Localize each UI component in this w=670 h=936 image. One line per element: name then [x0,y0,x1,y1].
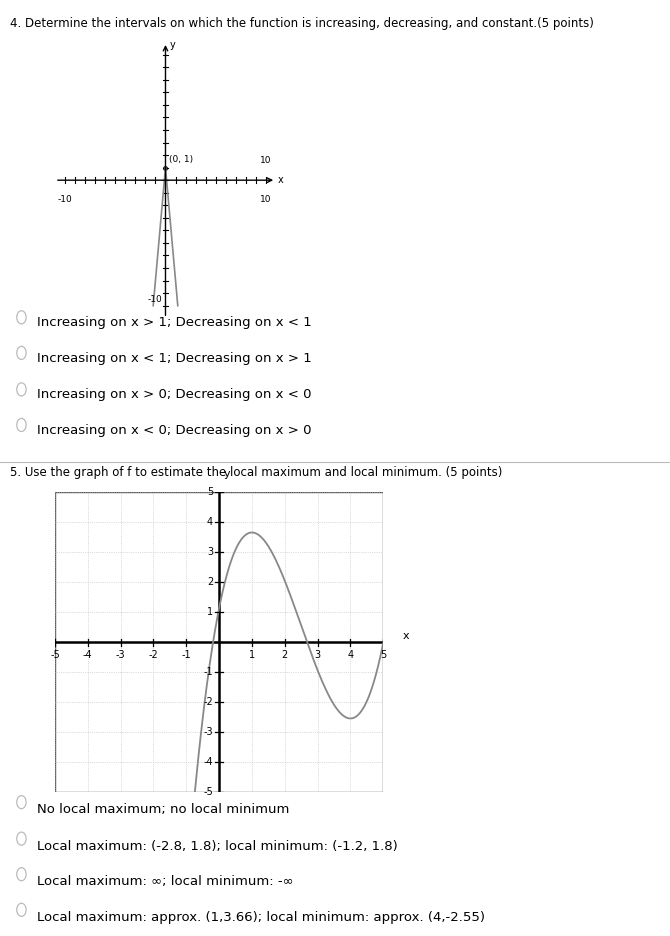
Text: 3: 3 [314,650,321,660]
Text: Local maximum: approx. (1,3.66); local minimum: approx. (4,-2.55): Local maximum: approx. (1,3.66); local m… [37,911,485,924]
Text: -10: -10 [58,196,72,204]
Text: y: y [224,469,230,479]
Text: Local maximum: ∞; local minimum: -∞: Local maximum: ∞; local minimum: -∞ [37,875,293,888]
Text: 5: 5 [380,650,387,660]
Text: -4: -4 [204,757,213,767]
Text: -1: -1 [204,667,213,677]
Text: Local maximum: (-2.8, 1.8); local minimum: (-1.2, 1.8): Local maximum: (-2.8, 1.8); local minimu… [37,840,397,853]
Text: x: x [278,175,284,185]
Text: Increasing on x < 0; Decreasing on x > 0: Increasing on x < 0; Decreasing on x > 0 [37,424,312,437]
Text: -3: -3 [116,650,125,660]
Text: (0, 1): (0, 1) [169,154,193,164]
Text: Increasing on x > 1; Decreasing on x < 1: Increasing on x > 1; Decreasing on x < 1 [37,316,312,329]
Text: Increasing on x < 1; Decreasing on x > 1: Increasing on x < 1; Decreasing on x > 1 [37,352,312,365]
Text: -3: -3 [204,727,213,737]
Text: 10: 10 [260,156,272,165]
Text: 4: 4 [207,518,213,527]
Text: x: x [403,631,409,641]
Text: 4. Determine the intervals on which the function is increasing, decreasing, and : 4. Determine the intervals on which the … [10,17,594,30]
Text: -1: -1 [182,650,191,660]
Text: No local maximum; no local minimum: No local maximum; no local minimum [37,803,289,816]
Text: 5: 5 [207,488,213,497]
Text: -5: -5 [50,650,60,660]
Text: -2: -2 [149,650,158,660]
Text: 4: 4 [347,650,354,660]
Text: 3: 3 [207,548,213,557]
Text: 1: 1 [207,607,213,617]
Text: 10: 10 [260,196,272,204]
Text: 1: 1 [249,650,255,660]
Text: -10: -10 [147,295,163,304]
Text: 5. Use the graph of f to estimate the local maximum and local minimum. (5 points: 5. Use the graph of f to estimate the lo… [10,466,502,479]
Text: Increasing on x > 0; Decreasing on x < 0: Increasing on x > 0; Decreasing on x < 0 [37,388,312,402]
Text: -4: -4 [83,650,92,660]
Text: -2: -2 [204,697,213,707]
Text: y: y [170,39,176,50]
Text: 2: 2 [281,650,288,660]
Text: -5: -5 [204,787,213,797]
Text: 2: 2 [207,578,213,587]
